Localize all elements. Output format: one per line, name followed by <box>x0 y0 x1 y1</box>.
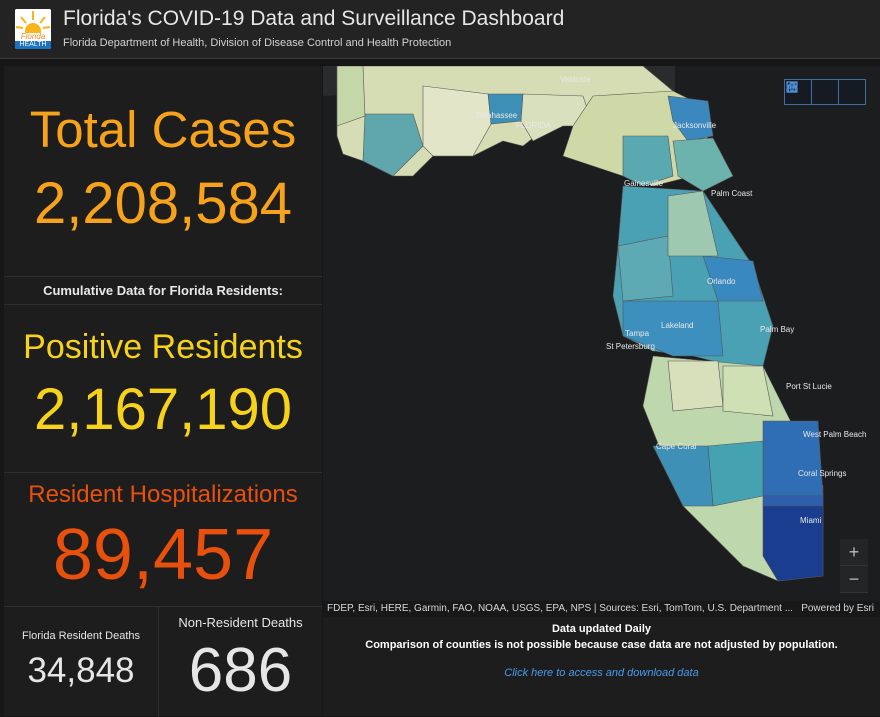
positive-residents-label: Positive Residents <box>23 328 303 366</box>
sun-icon <box>15 9 51 33</box>
cumulative-label: Cumulative Data for Florida Residents: <box>43 283 283 298</box>
total-cases-value: 2,208,584 <box>33 171 293 236</box>
zoom-out-button[interactable]: − <box>840 566 868 593</box>
download-data-link[interactable]: Click here to access and download data <box>504 667 699 679</box>
zoom-controls: + − <box>840 539 868 593</box>
list-icon[interactable] <box>787 80 839 104</box>
cumulative-header: Cumulative Data for Florida Residents: <box>4 276 322 305</box>
florida-map-svg[interactable] <box>323 66 880 601</box>
grid-icon[interactable] <box>786 80 865 104</box>
map-footer: Data updated Daily Comparison of countie… <box>323 617 880 716</box>
hospitalizations-label: Resident Hospitalizations <box>28 481 298 508</box>
comparison-note: Comparison of counties is not possible b… <box>365 639 838 651</box>
home-icon[interactable] <box>785 80 812 104</box>
florida-health-logo: Florida HEALTH <box>15 9 51 49</box>
update-note: Data updated Daily <box>551 623 652 635</box>
page-title: Florida's COVID-19 Data and Surveillance… <box>63 7 565 30</box>
page-subtitle: Florida Department of Health, Division o… <box>63 37 452 49</box>
resident-deaths-card: Florida Resident Deaths 34,848 <box>4 606 159 717</box>
county-map[interactable]: Valdosta Tallahassee FLORIDA Jacksonvill… <box>323 66 880 601</box>
nonresident-deaths-value: 686 <box>188 636 293 705</box>
positive-residents-value: 2,167,190 <box>33 377 293 442</box>
statistics-panel: Total Cases 2,208,584 Cumulative Data fo… <box>4 66 322 717</box>
nonresident-deaths-label: Non-Resident Deaths <box>178 615 303 630</box>
resident-deaths-value: 34,848 <box>27 651 135 690</box>
total-cases-card: Total Cases 2,208,584 <box>4 66 322 277</box>
logo-subtext: HEALTH <box>15 41 51 49</box>
resident-deaths-label: Florida Resident Deaths <box>21 630 140 642</box>
hospitalizations-value: 89,457 <box>52 515 274 595</box>
nonresident-deaths-card: Non-Resident Deaths 686 <box>159 606 322 717</box>
map-toolbar <box>784 79 866 105</box>
positive-residents-card: Positive Residents 2,167,190 <box>4 304 322 473</box>
attribution-sources: FDEP, Esri, HERE, Garmin, FAO, NOAA, USG… <box>327 603 792 614</box>
zoom-in-button[interactable]: + <box>840 539 868 566</box>
logo-text: Florida <box>20 32 46 41</box>
powered-by-esri[interactable]: Powered by Esri <box>801 603 874 614</box>
dashboard-header: Florida HEALTH Florida's COVID-19 Data a… <box>0 0 880 59</box>
total-cases-label: Total Cases <box>29 101 297 158</box>
hospitalizations-card: Resident Hospitalizations 89,457 <box>4 472 322 606</box>
map-attribution: FDEP, Esri, HERE, Garmin, FAO, NOAA, USG… <box>323 601 880 617</box>
